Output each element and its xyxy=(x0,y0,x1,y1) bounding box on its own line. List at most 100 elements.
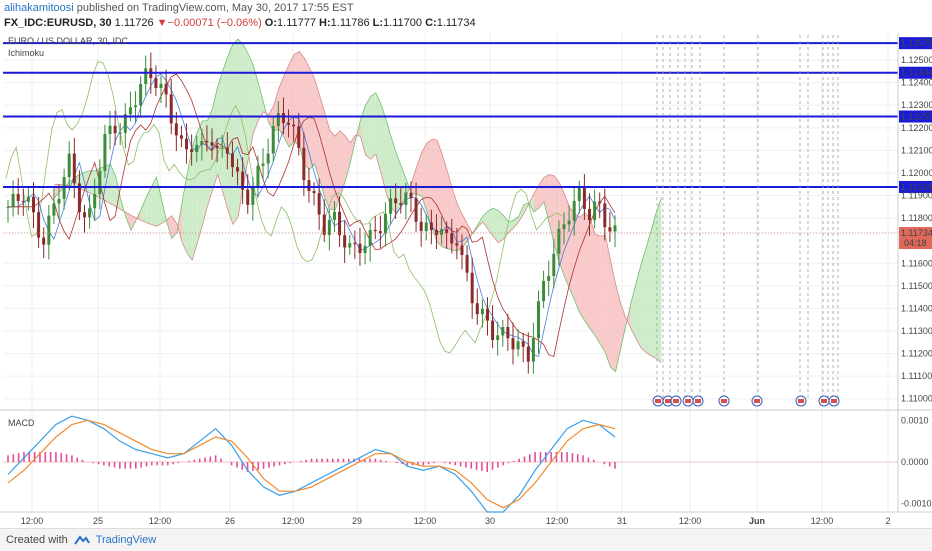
ichimoku-cloud-segment xyxy=(248,53,254,160)
ichimoku-span-a xyxy=(54,38,662,373)
candle-body xyxy=(368,230,372,246)
candle-body xyxy=(547,275,551,281)
bar-countdown: 04:18 xyxy=(904,238,927,248)
ichimoku-cloud-segment xyxy=(457,203,463,251)
candle-body xyxy=(445,229,449,234)
candle-body xyxy=(134,105,138,108)
price-tick-label: 1.12250 xyxy=(901,112,932,122)
candle-body xyxy=(98,170,102,195)
candle-body xyxy=(21,200,25,202)
ichimoku-cloud-segment xyxy=(370,92,376,160)
macd-tick-label: -0.0010 xyxy=(901,499,932,509)
ichimoku-cloud-segment xyxy=(569,207,575,301)
candle-body xyxy=(26,196,30,202)
ichimoku-cloud-segment xyxy=(487,208,494,237)
candle-body xyxy=(210,142,214,146)
close-label: C: xyxy=(425,17,437,29)
candle-body xyxy=(215,145,219,149)
ichimoku-cloud-segment xyxy=(375,92,381,173)
ichimoku-cloud-segment xyxy=(141,197,147,223)
ichimoku-cloud-segment xyxy=(130,215,137,231)
ichimoku-legend: Ichimoku xyxy=(8,48,44,58)
ichimoku-cloud-segment xyxy=(329,130,335,211)
candle-body xyxy=(394,198,398,204)
price-tick-label: 1.12300 xyxy=(901,100,932,110)
ichimoku-cloud-segment xyxy=(605,234,611,367)
macd-signal-line xyxy=(7,419,616,509)
author-link[interactable]: alihakamitoosi xyxy=(4,2,74,14)
candle-body xyxy=(322,214,326,236)
candle-body xyxy=(103,134,107,171)
time-tick-label: 30 xyxy=(485,516,495,526)
candle-body xyxy=(174,123,178,136)
created-with-label: Created with xyxy=(6,534,68,546)
event-flag-stripe-0 xyxy=(655,399,661,403)
ichimoku-cloud-segment xyxy=(289,54,295,148)
ichimoku-cloud-segment xyxy=(187,147,193,261)
candle-body xyxy=(572,200,576,221)
price-tick-label: 1.11400 xyxy=(901,303,932,313)
level-price-badge xyxy=(899,37,932,50)
candle-body xyxy=(485,308,489,321)
candle-body xyxy=(302,147,306,181)
ichimoku-cloud-segment xyxy=(207,108,213,207)
ichimoku-cloud-segment xyxy=(421,143,427,212)
open-value: 1.11777 xyxy=(277,17,316,29)
time-tick-label: 26 xyxy=(225,516,235,526)
candle-body xyxy=(32,196,36,213)
ichimoku-cloud-segment xyxy=(294,51,300,146)
ichimoku-cloud-segment xyxy=(309,67,315,170)
candle-body xyxy=(205,140,209,143)
ichimoku-cloud-segment xyxy=(258,83,264,121)
candle-body xyxy=(246,189,250,205)
ichimoku-cloud-segment xyxy=(171,215,177,239)
low-value: 1.11700 xyxy=(383,17,423,29)
event-flag-stripe-6 xyxy=(754,399,760,403)
time-tick-label: 12:00 xyxy=(282,516,305,526)
ichimoku-cloud-segment xyxy=(110,164,116,207)
candle-body xyxy=(567,220,571,225)
ichimoku-cloud-segment xyxy=(232,39,239,225)
candle-body xyxy=(292,124,296,127)
ichimoku-cloud-segment xyxy=(340,130,346,198)
ichimoku-cloud-segment xyxy=(493,208,499,243)
ichimoku-cloud-segment xyxy=(630,283,636,339)
candle-body xyxy=(200,140,204,145)
candle-body xyxy=(389,198,393,214)
candle-body xyxy=(429,222,433,231)
price-tick-label: 1.11900 xyxy=(901,191,932,201)
candle-body xyxy=(465,255,469,273)
candle-body xyxy=(598,201,602,204)
ichimoku-cloud-segment xyxy=(564,194,570,289)
candle-body xyxy=(154,78,158,89)
candle-body xyxy=(593,201,597,221)
ichimoku-cloud-segment xyxy=(380,103,386,193)
level-price-badge xyxy=(899,110,932,123)
candle-body xyxy=(42,237,46,245)
ichimoku-conversion-line xyxy=(8,73,616,357)
candle-body xyxy=(164,83,168,95)
candle-body xyxy=(440,229,444,235)
price-tick-label: 1.11800 xyxy=(901,213,932,223)
price-tick-label: 1.12575 xyxy=(901,38,932,48)
created-with[interactable]: Created with TradingView xyxy=(6,534,156,546)
ichimoku-cloud-segment xyxy=(299,51,305,165)
candle-body xyxy=(511,338,515,350)
time-tick-label: 25 xyxy=(93,516,103,526)
candle-body xyxy=(332,211,336,220)
event-flag-stripe-9 xyxy=(831,399,837,403)
ichimoku-cloud-segment xyxy=(467,224,473,242)
ichimoku-cloud-segment xyxy=(498,210,504,243)
ichimoku-cloud-segment xyxy=(365,96,371,160)
ichimoku-cloud-segment xyxy=(579,212,585,321)
candle-body xyxy=(307,180,311,192)
ichimoku-base-line xyxy=(8,73,616,357)
last-price-value: 1.11734 xyxy=(901,228,932,238)
candle-body xyxy=(317,193,321,215)
candle-body xyxy=(603,203,607,228)
close-value: 1.11734 xyxy=(436,17,476,29)
candle-body xyxy=(338,211,342,236)
price-tick-label: 1.11500 xyxy=(901,281,932,291)
candle-body xyxy=(424,222,428,232)
